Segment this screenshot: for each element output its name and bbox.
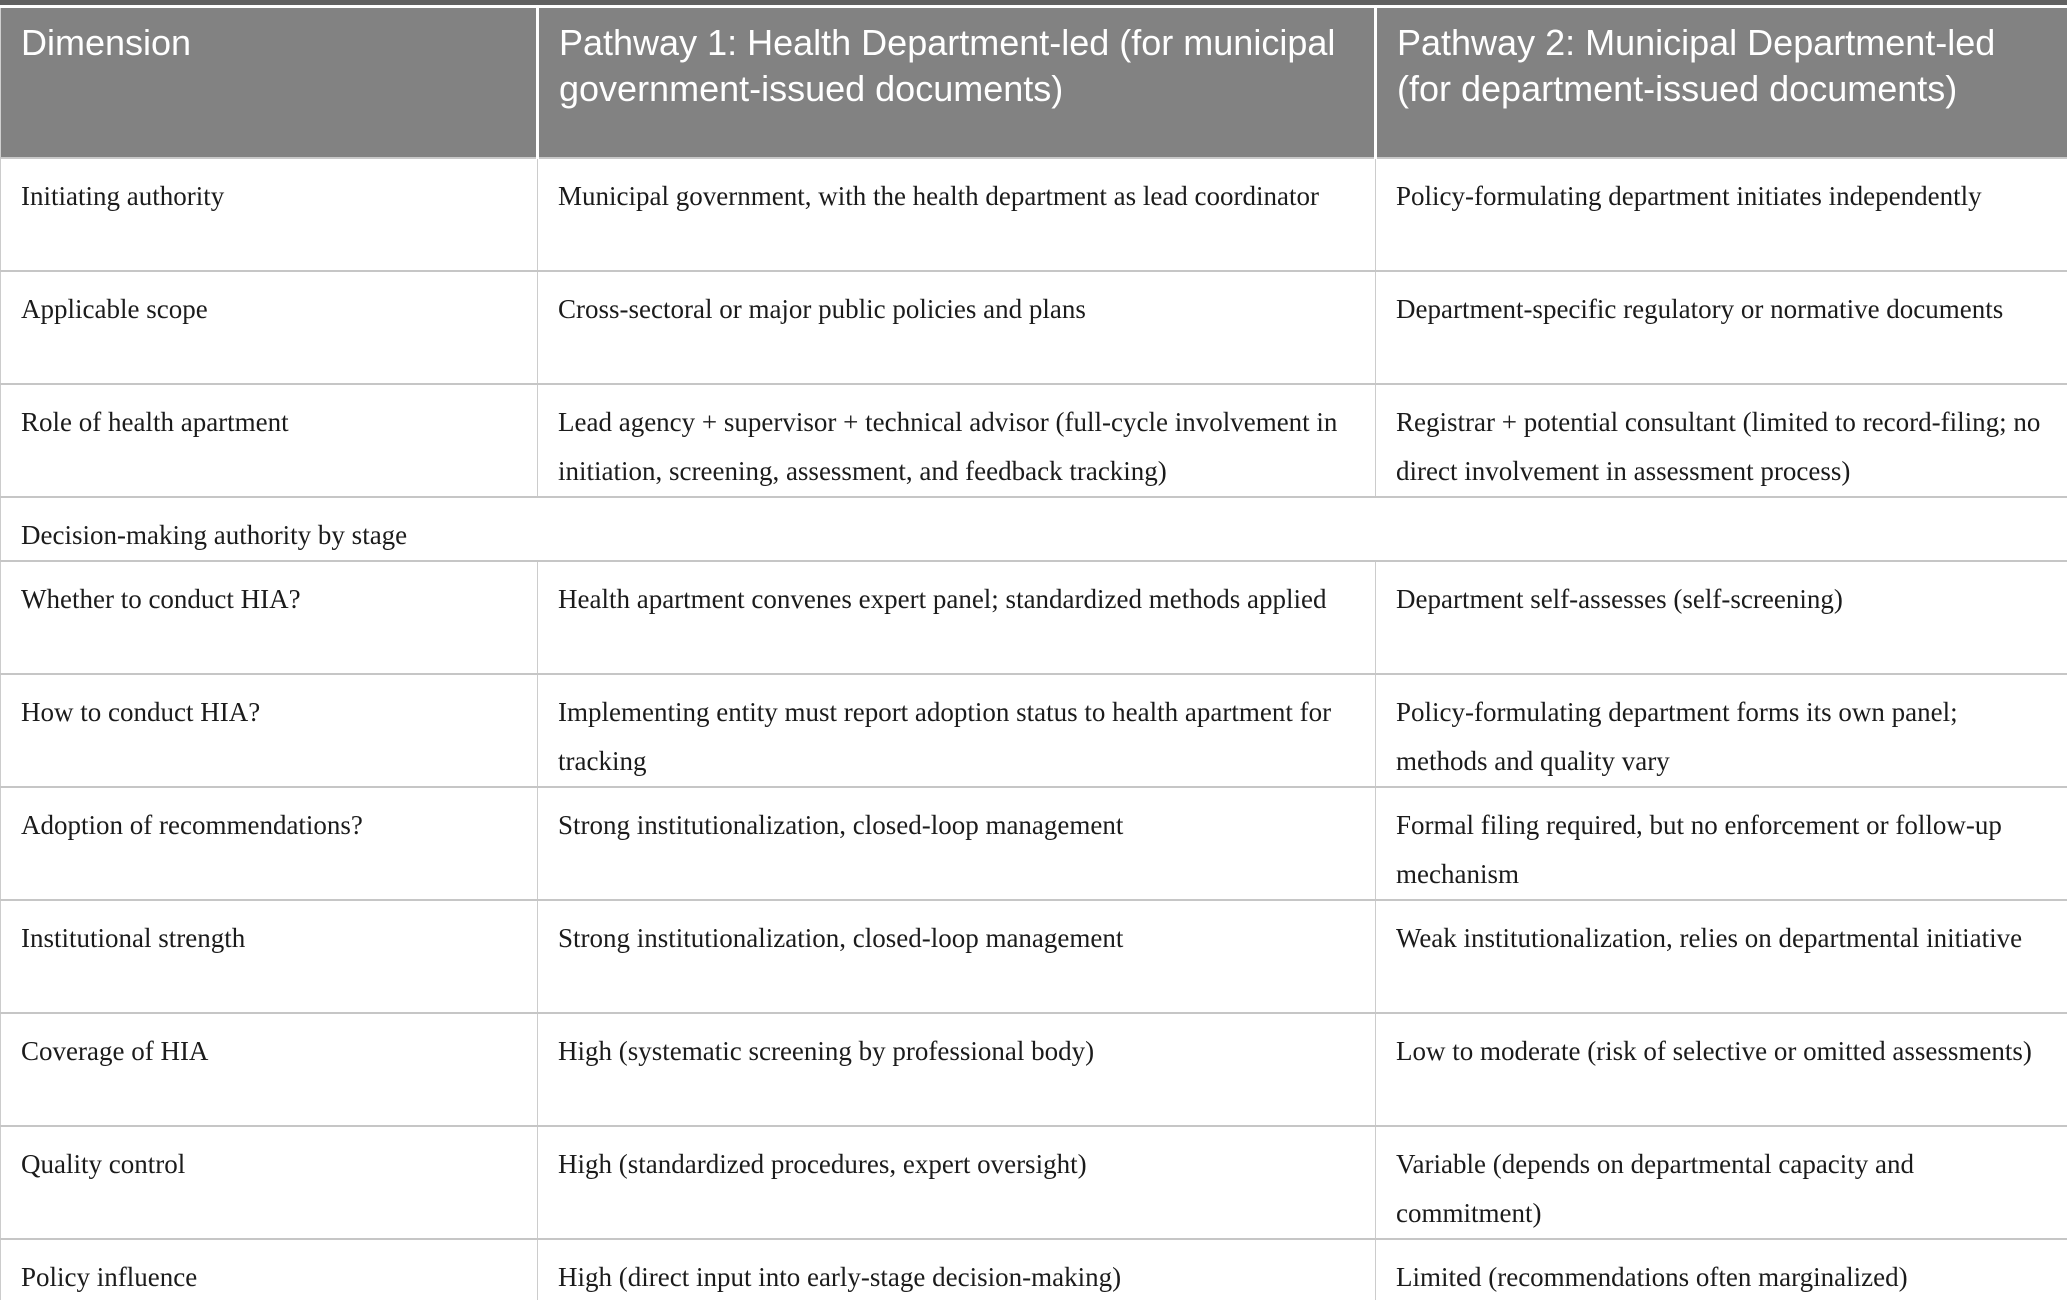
pathway2-cell: Department-specific regulatory or normat…	[1375, 270, 2067, 385]
row-applicable-scope: Applicable scope Cross-sectoral or major…	[0, 270, 2067, 385]
column-header-dimension: Dimension	[0, 8, 539, 159]
comparison-table: Dimension Pathway 1: Health Department-l…	[0, 8, 2067, 1300]
pathway2-cell: Policy-formulating department forms its …	[1375, 673, 2067, 788]
row-institutional-strength: Institutional strength Strong institutio…	[0, 899, 2067, 1014]
dimension-cell: Policy influence	[0, 1238, 538, 1300]
pathway2-cell: Department self-assesses (self-screening…	[1375, 560, 2067, 675]
header-row: Dimension Pathway 1: Health Department-l…	[0, 8, 2067, 159]
row-initiating-authority: Initiating authority Municipal governmen…	[0, 157, 2067, 272]
pathway2-cell: Variable (depends on departmental capaci…	[1375, 1125, 2067, 1240]
pathway1-cell: Health apartment convenes expert panel; …	[537, 560, 1376, 675]
row-adoption-of-recommendations: Adoption of recommendations? Strong inst…	[0, 786, 2067, 901]
table-header: Dimension Pathway 1: Health Department-l…	[0, 8, 2067, 159]
row-whether-to-conduct-hia: Whether to conduct HIA? Health apartment…	[0, 560, 2067, 675]
row-quality-control: Quality control High (standardized proce…	[0, 1125, 2067, 1240]
pathway2-cell: Limited (recommendations often marginali…	[1375, 1238, 2067, 1300]
dimension-cell: Role of health apartment	[0, 383, 538, 498]
dimension-cell: Applicable scope	[0, 270, 538, 385]
column-header-pathway2: Pathway 2: Municipal Department-led (for…	[1375, 8, 2067, 159]
section-label: Decision-making authority by stage	[0, 496, 2067, 562]
pathway2-cell: Registrar + potential consultant (limite…	[1375, 383, 2067, 498]
pathway2-cell: Formal filing required, but no enforceme…	[1375, 786, 2067, 901]
pathway2-cell: Low to moderate (risk of selective or om…	[1375, 1012, 2067, 1127]
table-top-rule	[0, 0, 2067, 5]
pathway1-cell: Municipal government, with the health de…	[537, 157, 1376, 272]
dimension-cell: How to conduct HIA?	[0, 673, 538, 788]
row-how-to-conduct-hia: How to conduct HIA? Implementing entity …	[0, 673, 2067, 788]
pathway2-cell: Policy-formulating department initiates …	[1375, 157, 2067, 272]
dimension-cell: Initiating authority	[0, 157, 538, 272]
pathway1-cell: High (standardized procedures, expert ov…	[537, 1125, 1376, 1240]
dimension-cell: Coverage of HIA	[0, 1012, 538, 1127]
pathway2-cell: Weak institutionalization, relies on dep…	[1375, 899, 2067, 1014]
column-header-pathway1: Pathway 1: Health Department-led (for mu…	[537, 8, 1377, 159]
pathway1-cell: Implementing entity must report adoption…	[537, 673, 1376, 788]
pathway1-cell: Strong institutionalization, closed-loop…	[537, 899, 1376, 1014]
row-coverage-of-hia: Coverage of HIA High (systematic screeni…	[0, 1012, 2067, 1127]
dimension-cell: Institutional strength	[0, 899, 538, 1014]
pathway1-cell: Lead agency + supervisor + technical adv…	[537, 383, 1376, 498]
dimension-cell: Whether to conduct HIA?	[0, 560, 538, 675]
dimension-cell: Quality control	[0, 1125, 538, 1240]
section-row-decision-making-authority: Decision-making authority by stage	[0, 496, 2067, 562]
row-policy-influence: Policy influence High (direct input into…	[0, 1238, 2067, 1300]
dimension-cell: Adoption of recommendations?	[0, 786, 538, 901]
pathway1-cell: Strong institutionalization, closed-loop…	[537, 786, 1376, 901]
pathway1-cell: High (direct input into early-stage deci…	[537, 1238, 1376, 1300]
pathway1-cell: Cross-sectoral or major public policies …	[537, 270, 1376, 385]
pathway1-cell: High (systematic screening by profession…	[537, 1012, 1376, 1127]
row-role-of-health-apartment: Role of health apartment Lead agency + s…	[0, 383, 2067, 498]
table-body: Initiating authority Municipal governmen…	[0, 157, 2067, 1300]
